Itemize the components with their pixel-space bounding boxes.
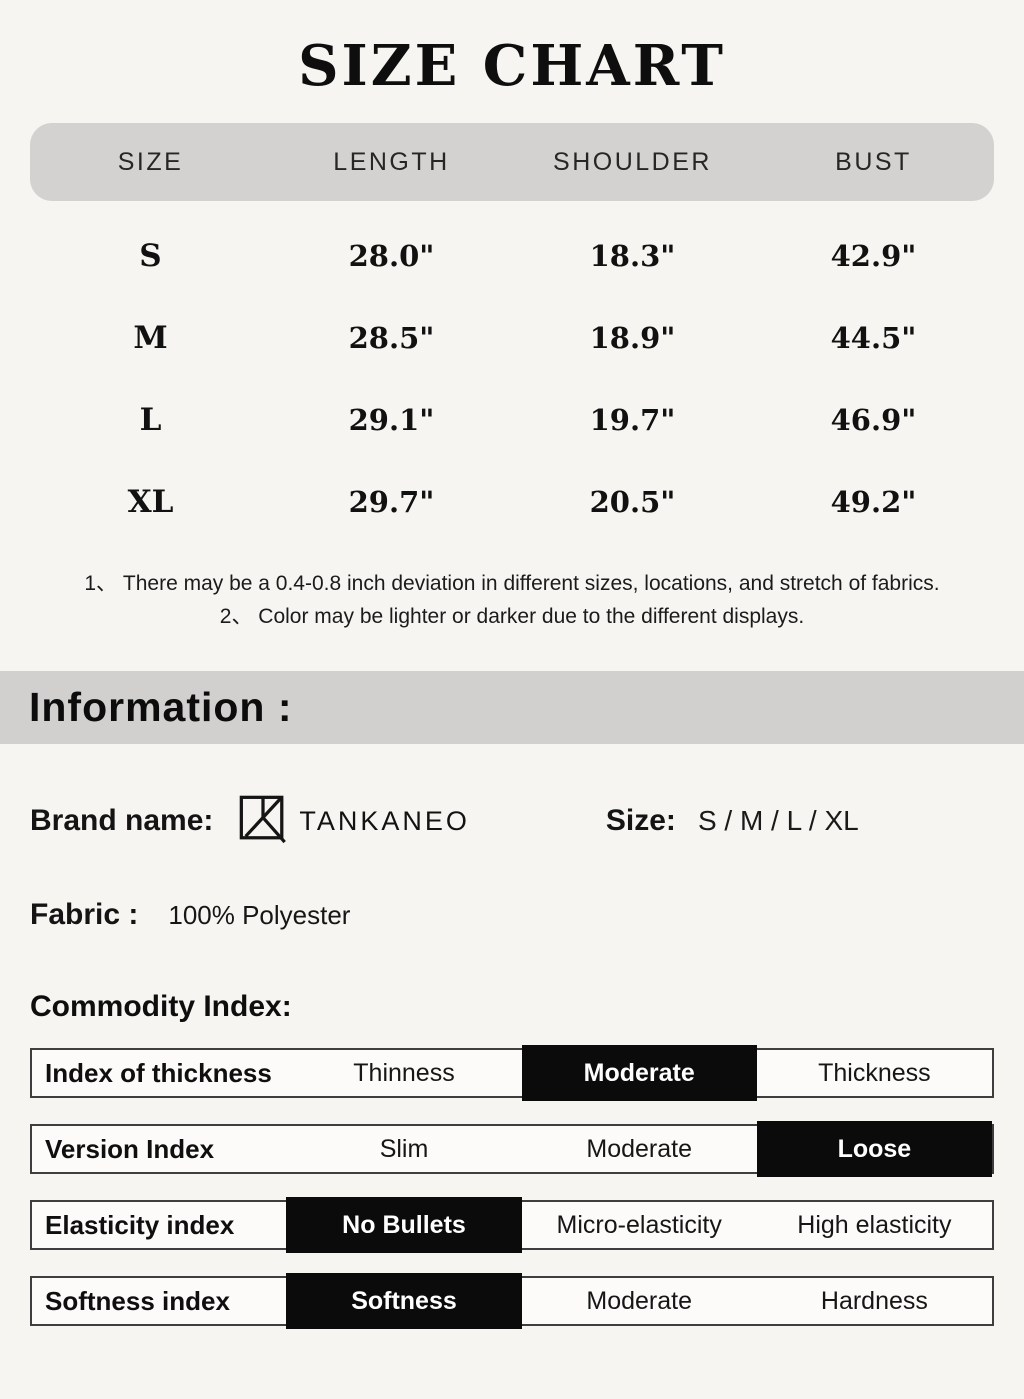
commodity-row-version: Version Index Slim Moderate Loose <box>30 1121 994 1177</box>
commodity-row-label: Version Index <box>45 1133 215 1164</box>
commodity-option: Moderate <box>586 1134 692 1163</box>
size-cell: S <box>139 238 162 274</box>
bust-cell: 44.5" <box>830 321 917 355</box>
size-value: S / M / L / XL <box>697 805 859 836</box>
commodity-option-selected: No Bullets <box>286 1197 522 1253</box>
size-table-header: SIZE LENGTH SHOULDER BUST <box>30 123 994 201</box>
commodity-row-label: Elasticity index <box>45 1209 235 1240</box>
column-header-bust: BUST <box>835 147 912 176</box>
brand-name-label: Brand name: <box>30 804 214 837</box>
length-cell: 28.5" <box>348 321 435 355</box>
table-row: M 28.5" 18.9" 44.5" <box>30 297 994 379</box>
bust-cell: 42.9" <box>830 239 917 273</box>
shoulder-cell: 19.7" <box>589 403 676 437</box>
size-label: Size: <box>605 804 676 837</box>
table-row: L 29.1" 19.7" 46.9" <box>30 379 994 461</box>
column-header-size: SIZE <box>117 147 184 176</box>
shoulder-cell: 20.5" <box>589 485 676 519</box>
table-row: XL 29.7" 20.5" 49.2" <box>30 461 994 543</box>
bust-cell: 46.9" <box>830 403 917 437</box>
tankaneo-logo-icon <box>237 791 289 852</box>
commodity-index-table: Index of thickness Thinness Moderate Thi… <box>30 1045 994 1329</box>
size-cell: XL <box>127 484 174 520</box>
commodity-row-thickness: Index of thickness Thinness Moderate Thi… <box>30 1045 994 1101</box>
commodity-option-selected: Loose <box>756 1121 992 1177</box>
length-cell: 28.0" <box>348 239 435 273</box>
note-line: 2、 Color may be lighter or darker due to… <box>219 605 805 628</box>
commodity-option: High elasticity <box>797 1210 952 1239</box>
column-header-shoulder: SHOULDER <box>553 147 712 176</box>
commodity-index-heading: Commodity Index: <box>30 990 292 1023</box>
shoulder-cell: 18.9" <box>589 321 676 355</box>
length-cell: 29.7" <box>348 485 435 519</box>
brand-row: Brand name: TANKANEO Size: S / M / L / X… <box>30 788 994 854</box>
bust-cell: 49.2" <box>830 485 917 519</box>
table-row: S 28.0" 18.3" 42.9" <box>30 215 994 297</box>
column-header-length: LENGTH <box>333 147 450 176</box>
brand-name-value: TANKANEO <box>299 805 470 836</box>
shoulder-cell: 18.3" <box>589 239 676 273</box>
commodity-option: Slim <box>379 1134 429 1163</box>
size-cell: L <box>139 402 162 438</box>
size-cell: M <box>133 320 168 356</box>
note-line: 1、 There may be a 0.4-0.8 inch deviation… <box>84 572 940 595</box>
commodity-option: Thinness <box>353 1058 455 1087</box>
fabric-label: Fabric : <box>30 898 139 931</box>
fabric-row: Fabric : 100% Polyester <box>30 892 994 938</box>
commodity-option: Micro-elasticity <box>556 1210 722 1239</box>
commodity-option: Hardness <box>820 1286 928 1315</box>
commodity-option-selected: Moderate <box>521 1045 757 1101</box>
size-table: S 28.0" 18.3" 42.9" M 28.5" 18.9" 44.5" … <box>30 215 994 543</box>
length-cell: 29.1" <box>348 403 435 437</box>
information-heading: Information : <box>29 684 293 730</box>
commodity-option-selected: Softness <box>286 1273 522 1329</box>
fabric-value: 100% Polyester <box>168 899 351 930</box>
commodity-row-label: Softness index <box>45 1285 230 1316</box>
commodity-option: Moderate <box>586 1286 692 1315</box>
page-title: SIZE CHART <box>298 33 726 99</box>
deviation-notes: 1、 There may be a 0.4-0.8 inch deviation… <box>0 567 1024 633</box>
commodity-row-label: Index of thickness <box>45 1057 272 1088</box>
commodity-row-softness: Softness index Softness Moderate Hardnes… <box>30 1273 994 1329</box>
information-banner: Information : <box>0 671 1024 744</box>
commodity-option: Thickness <box>818 1058 931 1087</box>
commodity-row-elasticity: Elasticity index No Bullets Micro-elasti… <box>30 1197 994 1253</box>
